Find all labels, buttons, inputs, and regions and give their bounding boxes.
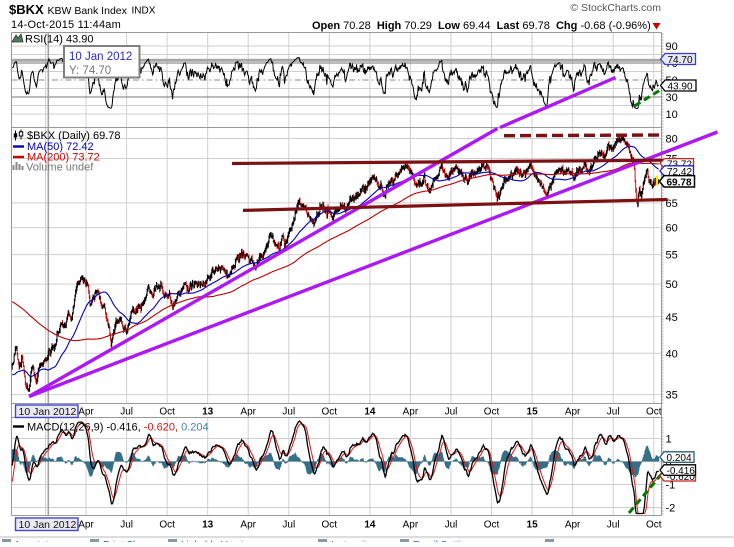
svg-text:-0.620: -0.620 — [667, 472, 696, 483]
svg-text:Apr: Apr — [403, 520, 419, 531]
svg-text:10 Jan 2012: 10 Jan 2012 — [19, 406, 77, 418]
svg-text:14: 14 — [364, 520, 376, 531]
svg-text:© StockCharts.com: © StockCharts.com — [570, 2, 661, 14]
svg-text:14-Oct-2015 11:44am: 14-Oct-2015 11:44am — [11, 19, 121, 31]
svg-text:$BKX (Daily) 69.78: $BKX (Daily) 69.78 — [27, 130, 121, 142]
svg-text:13: 13 — [202, 520, 214, 531]
svg-text:Jul: Jul — [120, 407, 133, 418]
svg-text:43.90: 43.90 — [668, 82, 693, 93]
svg-text:MA(200) 73.72: MA(200) 73.72 — [27, 152, 100, 164]
svg-text:MACD(12,26,9) -0.416, -0.620,: MACD(12,26,9) -0.416, -0.620, 0.204 — [27, 422, 209, 434]
svg-text:Oct: Oct — [484, 520, 500, 531]
svg-text:Jul: Jul — [282, 520, 295, 531]
svg-text:Oct: Oct — [646, 520, 662, 531]
svg-text:69.78: 69.78 — [667, 177, 692, 188]
svg-text:$BKX: $BKX — [9, 2, 44, 17]
svg-text:50: 50 — [666, 279, 678, 291]
svg-text:60: 60 — [666, 223, 678, 235]
svg-text:INDX: INDX — [132, 6, 156, 17]
svg-text:45: 45 — [666, 312, 678, 324]
svg-text:73.72: 73.72 — [667, 159, 692, 170]
svg-text:RSI(14) 43.90: RSI(14) 43.90 — [25, 34, 93, 46]
svg-text:Jul: Jul — [282, 407, 295, 418]
svg-text:Oct: Oct — [322, 407, 338, 418]
svg-text:14: 14 — [364, 407, 376, 418]
svg-text:Apr: Apr — [240, 520, 256, 531]
svg-text:-1: -1 — [666, 480, 676, 492]
svg-text:10 Jan 2012: 10 Jan 2012 — [19, 519, 77, 531]
svg-text:10: 10 — [666, 109, 678, 121]
svg-text:Open 70.28 High 70.29 Low 69: Open 70.28 High 70.29 Low 69.44 Last 69.… — [312, 20, 651, 32]
svg-text:74.70: 74.70 — [668, 55, 693, 66]
svg-text:35: 35 — [666, 390, 678, 402]
svg-text:Oct: Oct — [159, 520, 175, 531]
svg-text:-2: -2 — [666, 503, 676, 515]
svg-text:Jul: Jul — [607, 407, 620, 418]
svg-text:Oct: Oct — [646, 407, 662, 418]
svg-text:Jul: Jul — [607, 520, 620, 531]
svg-text:Apr: Apr — [565, 407, 581, 418]
svg-text:Jul: Jul — [445, 407, 458, 418]
svg-text:Apr: Apr — [240, 407, 256, 418]
svg-text:Apr: Apr — [78, 407, 94, 418]
svg-text:Jul: Jul — [120, 520, 133, 531]
svg-text:40: 40 — [666, 348, 678, 360]
svg-text:Apr: Apr — [403, 407, 419, 418]
svg-text:Volume undef: Volume undef — [26, 162, 94, 174]
svg-text:80: 80 — [666, 134, 678, 146]
svg-text:15: 15 — [527, 407, 539, 418]
svg-text:Jul: Jul — [445, 520, 458, 531]
svg-text:Apr: Apr — [565, 520, 581, 531]
svg-text:72.42: 72.42 — [667, 167, 692, 178]
svg-text:65: 65 — [666, 198, 678, 210]
svg-text:15: 15 — [527, 520, 539, 531]
svg-text:30: 30 — [666, 92, 678, 104]
svg-text:Apr: Apr — [78, 520, 94, 531]
svg-text:10 Jan 2012: 10 Jan 2012 — [69, 51, 132, 63]
svg-text:MA(50) 72.42: MA(50) 72.42 — [27, 141, 94, 153]
svg-text:13: 13 — [202, 407, 214, 418]
svg-text:Oct: Oct — [322, 520, 338, 531]
svg-text:KBW Bank Index: KBW Bank Index — [48, 5, 128, 17]
svg-text:Y: 74.70: Y: 74.70 — [69, 65, 111, 77]
svg-text:90: 90 — [666, 41, 678, 53]
svg-text:Oct: Oct — [159, 407, 175, 418]
svg-text:0.204: 0.204 — [667, 453, 692, 464]
svg-text:Oct: Oct — [484, 407, 500, 418]
svg-text:55: 55 — [666, 250, 678, 262]
svg-text:-0.416: -0.416 — [667, 466, 696, 477]
svg-text:1: 1 — [666, 434, 672, 446]
